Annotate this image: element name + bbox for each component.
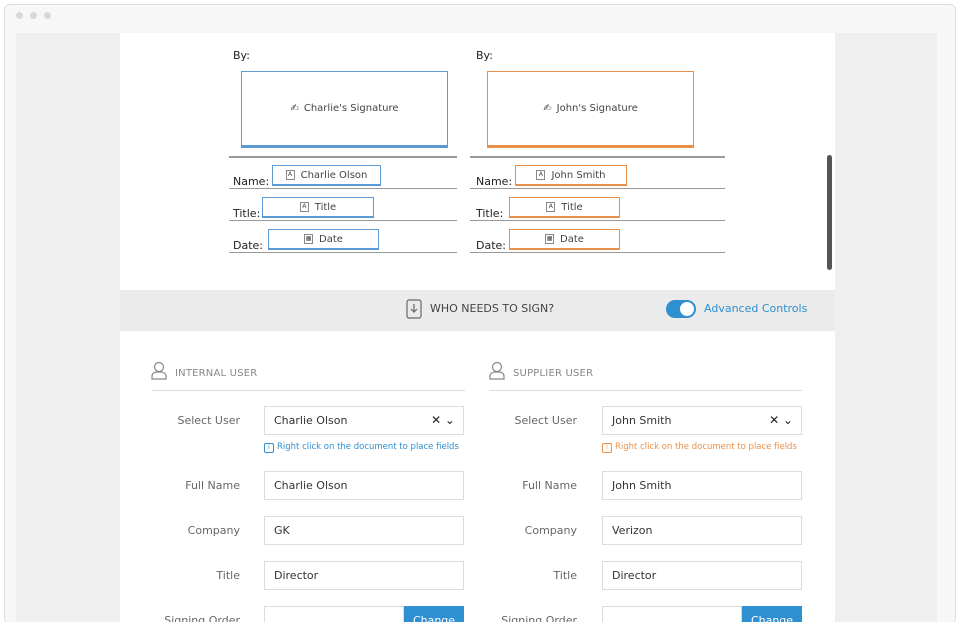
window-dot [44, 12, 51, 19]
field-label: Title: [233, 207, 261, 220]
field-label: Title: [476, 207, 504, 220]
hint-text: Right click on the document to place fie… [615, 442, 797, 452]
by-label: By: [233, 49, 250, 62]
clear-and-dropdown[interactable]: ✕ ⌄ [431, 413, 455, 427]
text-input[interactable]: GK [264, 516, 464, 545]
form-label: Select User [514, 414, 577, 427]
toggle-label[interactable]: Advanced Controls [704, 302, 808, 315]
divider [470, 252, 725, 253]
clear-and-dropdown[interactable]: ✕ ⌄ [769, 413, 793, 427]
window-dot [30, 12, 37, 19]
placed-field[interactable]: A Title [262, 197, 374, 218]
toggle-knob [680, 302, 694, 316]
window-bottom [0, 622, 960, 628]
user-icon [151, 361, 167, 380]
placed-field[interactable]: ▦ Date [268, 229, 379, 250]
divider [470, 156, 725, 158]
field-label: Name: [233, 175, 270, 188]
form-label: Select User [177, 414, 240, 427]
form-label: Title [216, 569, 240, 582]
toggle-switch[interactable] [666, 300, 696, 318]
text-input[interactable]: Charlie Olson [264, 471, 464, 500]
placed-field[interactable]: A Title [509, 197, 620, 218]
divider [470, 188, 725, 189]
input-value: John Smith [612, 414, 672, 427]
user-heading: SUPPLIER USER [513, 368, 594, 379]
placed-field[interactable]: A John Smith [515, 165, 627, 186]
placed-field[interactable]: A Charlie Olson [272, 165, 381, 186]
divider [470, 220, 725, 221]
hint: i Right click on the document to place fi… [602, 442, 797, 453]
signature-text: Charlie's Signature [303, 103, 399, 114]
signature-text: John's Signature [556, 103, 638, 114]
select-input[interactable]: John Smith ✕ ⌄ [602, 406, 802, 435]
divider [229, 220, 457, 221]
divider [229, 252, 457, 253]
signature-field[interactable]: ✍ John's Signature [487, 71, 694, 148]
user-heading: INTERNAL USER [175, 368, 258, 379]
section-band [120, 290, 835, 331]
field-label: Date: [233, 239, 263, 252]
select-input[interactable]: Charlie Olson ✕ ⌄ [264, 406, 464, 435]
divider [229, 156, 457, 158]
form-label: Title [553, 569, 577, 582]
hint-text: Right click on the document to place fie… [277, 442, 459, 452]
divider [152, 390, 465, 391]
text-input[interactable]: Verizon [602, 516, 802, 545]
text-input[interactable]: John Smith [602, 471, 802, 500]
hint: i Right click on the document to place fi… [264, 442, 459, 453]
form-label: Full Name [522, 479, 577, 492]
divider [489, 390, 802, 391]
document-icon [406, 299, 422, 319]
window-dot [16, 12, 23, 19]
placed-field[interactable]: ▦ Date [509, 229, 620, 250]
form-label: Company [524, 524, 577, 537]
field-label: Name: [476, 175, 513, 188]
field-label: Date: [476, 239, 506, 252]
field-text: Title [561, 201, 583, 213]
text-input[interactable]: Director [264, 561, 464, 590]
scrollbar-thumb[interactable] [827, 155, 832, 270]
field-text: Date [560, 233, 584, 245]
field-text: John Smith [551, 169, 606, 181]
text-input[interactable]: Director [602, 561, 802, 590]
field-text: Title [314, 201, 337, 213]
signature-field[interactable]: ✍ Charlie's Signature [241, 71, 448, 148]
section-heading: WHO NEEDS TO SIGN? [430, 302, 555, 315]
by-label: By: [476, 49, 493, 62]
divider [229, 188, 457, 189]
form-label: Company [187, 524, 240, 537]
user-icon [489, 361, 505, 380]
form-label: Full Name [185, 479, 240, 492]
input-value: Charlie Olson [274, 414, 348, 427]
field-text: Charlie Olson [300, 169, 368, 181]
field-text: Date [319, 233, 343, 245]
